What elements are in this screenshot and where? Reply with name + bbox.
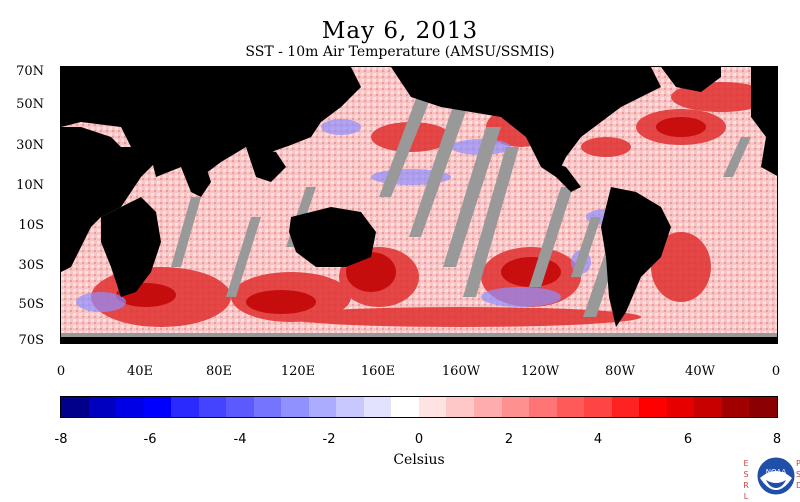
colorbar-unit-label: Celsius <box>393 452 445 468</box>
colorbar-swatch <box>171 397 199 417</box>
lon-label: 160W <box>441 364 481 379</box>
colorbar-swatch <box>391 397 419 417</box>
lat-label: 50N <box>16 97 44 112</box>
colorbar-swatch <box>556 397 585 417</box>
lon-label: 120E <box>280 364 316 379</box>
map-canvas <box>61 67 777 343</box>
lat-label: 70S <box>18 333 44 348</box>
colorbar-swatch <box>88 397 117 417</box>
lon-label: 80W <box>605 364 635 379</box>
colorbar-tick-label: 2 <box>504 432 514 447</box>
lat-label: 10N <box>16 178 44 193</box>
sst-anomaly-map <box>60 66 778 344</box>
colorbar-swatch <box>418 397 447 417</box>
lon-label: 0 <box>56 364 66 379</box>
colorbar-tick-label: 4 <box>593 432 603 447</box>
colorbar-swatch <box>529 397 557 417</box>
colorbar-swatch <box>584 397 612 417</box>
lat-label: 70N <box>16 64 44 79</box>
colorbar-tick-label: -4 <box>233 432 247 447</box>
psd-letters: P S D <box>796 459 800 490</box>
colorbar-swatch <box>639 397 667 417</box>
lon-label: 160E <box>360 364 396 379</box>
lon-label: 40W <box>685 364 715 379</box>
colorbar-swatch <box>611 397 640 417</box>
colorbar-swatch <box>501 397 530 417</box>
colorbar-tick-label: 6 <box>683 432 693 447</box>
colorbar <box>60 396 778 418</box>
lon-label: 0 <box>771 364 781 379</box>
colorbar-swatch <box>721 397 750 417</box>
lon-label: 120W <box>520 364 560 379</box>
colorbar-swatch <box>143 397 172 417</box>
colorbar-swatch <box>336 397 364 417</box>
lon-label: 40E <box>126 364 154 379</box>
lat-label: 30S <box>18 258 44 273</box>
colorbar-tick-label: -8 <box>54 432 68 447</box>
lat-label: 30N <box>16 138 44 153</box>
colorbar-tick-label: -6 <box>143 432 157 447</box>
lat-label: 10S <box>18 218 44 233</box>
colorbar-swatch <box>61 397 89 417</box>
map-subtitle: SST - 10m Air Temperature (AMSU/SSMIS) <box>245 44 555 60</box>
colorbar-swatch <box>694 397 722 417</box>
noaa-logo-icon: NOAA <box>756 456 796 496</box>
colorbar-swatch <box>198 397 227 417</box>
colorbar-tick-label: 8 <box>772 432 782 447</box>
colorbar-swatch <box>308 397 337 417</box>
colorbar-swatch <box>473 397 502 417</box>
map-title: May 6, 2013 <box>321 18 479 44</box>
colorbar-swatch <box>281 397 309 417</box>
colorbar-tick-label: -2 <box>322 432 336 447</box>
noaa-badge-text: NOAA <box>766 468 787 476</box>
lat-label: 50S <box>18 297 44 312</box>
colorbar-swatch <box>446 397 474 417</box>
colorbar-swatch <box>666 397 695 417</box>
colorbar-swatch <box>749 397 777 417</box>
colorbar-tick-label: 0 <box>414 432 424 447</box>
esrl-letters: E S R L <box>743 459 749 501</box>
colorbar-swatch <box>253 397 282 417</box>
colorbar-swatch <box>226 397 254 417</box>
colorbar-swatch <box>116 397 144 417</box>
lon-label: 80E <box>205 364 233 379</box>
colorbar-swatch <box>363 397 392 417</box>
